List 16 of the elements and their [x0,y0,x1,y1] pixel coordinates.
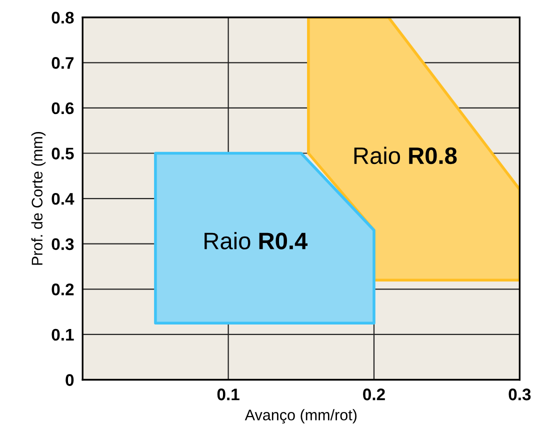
y-tick-label: 0.6 [52,102,74,114]
y-tick-label: 0.4 [52,192,74,205]
y-tick-label: 0 [66,374,74,386]
annotation: Raio R0.4 [204,232,308,250]
y-tick-label: 0.5 [52,148,74,160]
y-tick-label: 0.3 [52,238,74,250]
annotation: Raio R0.8 [354,146,457,164]
y-axis-title: Prof. de Corte (mm) [31,132,46,265]
y-tick-label: 0.7 [52,57,74,69]
x-tick-label: 0.3 [508,388,531,400]
y-tick-label: 0.8 [52,12,74,24]
y-tick-label: 0.1 [52,328,74,341]
x-tick-label: 0.2 [363,388,385,400]
x-axis-title: Avanço (mm/rot) [244,409,357,424]
y-tick-label: 0.2 [52,284,74,296]
x-tick-label: 0.1 [217,388,240,400]
